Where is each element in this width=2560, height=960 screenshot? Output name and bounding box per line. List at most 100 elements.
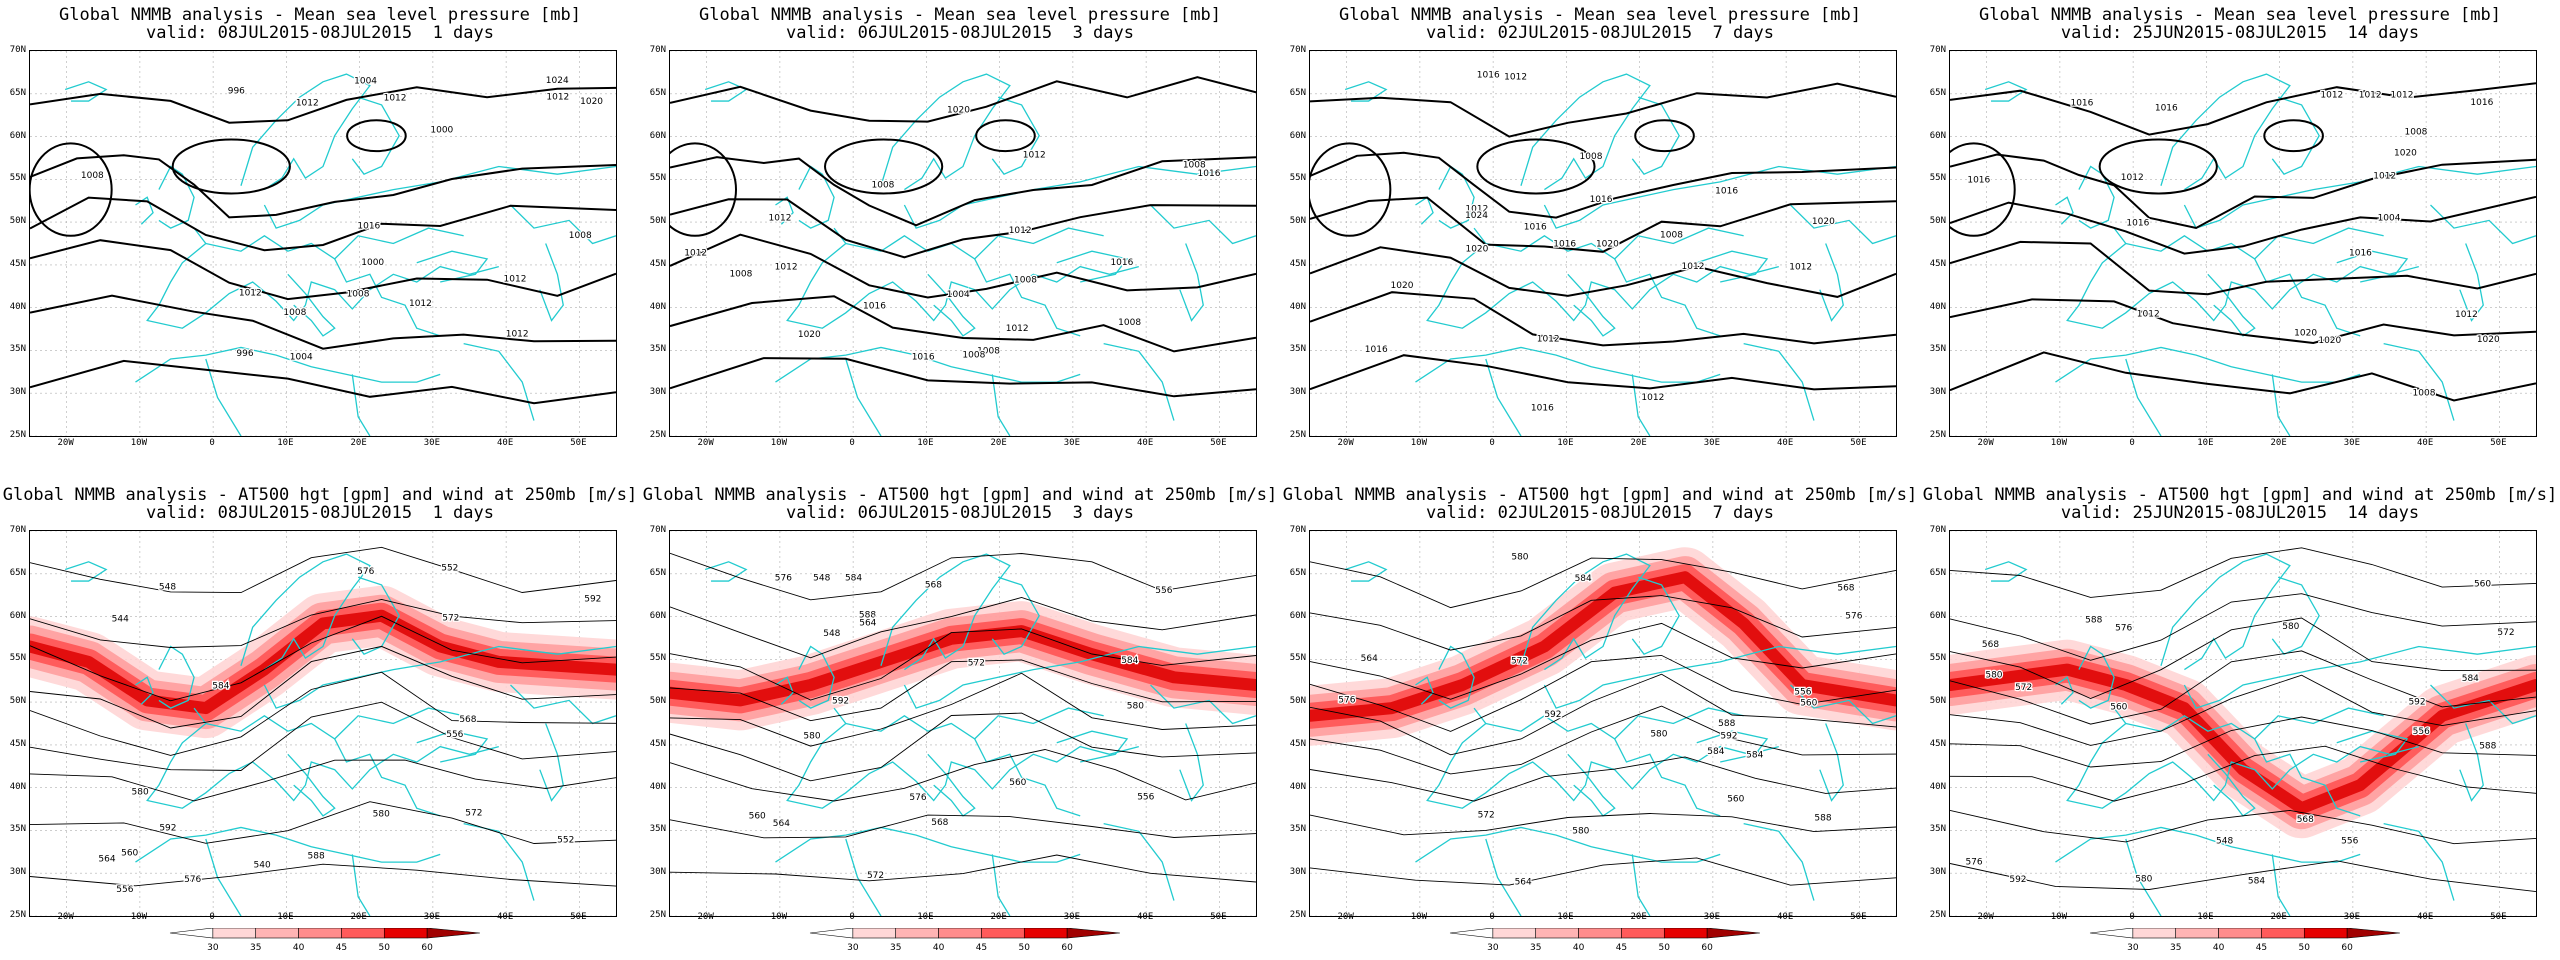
contour-label: 580 [803, 731, 820, 741]
colorbar-swatch [2089, 927, 2134, 939]
contour-label: 1024 [546, 76, 569, 86]
colorbar-tick-label: 50 [2299, 943, 2311, 953]
contour-label: 592 [159, 823, 176, 833]
coastline [880, 553, 1011, 671]
contour-label: 1012 [409, 299, 432, 309]
contour-label: 1020 [947, 105, 970, 115]
coastline [2383, 342, 2455, 421]
coastline [2125, 707, 2384, 740]
isoline [670, 552, 1256, 601]
isoline [30, 598, 616, 648]
lon-tick-label: 20E [2270, 912, 2287, 922]
contour-label: 576 [1338, 695, 1355, 705]
coastline [1819, 243, 1844, 322]
lon-tick-label: 10E [277, 438, 294, 448]
lat-tick-label: 70N [1929, 45, 1946, 55]
isoline [1950, 82, 2536, 136]
contour-label: 560 [121, 849, 138, 859]
lon-tick-label: 20W [1337, 438, 1354, 448]
contour-label: 572 [2015, 683, 2032, 693]
coastline [64, 561, 108, 582]
jet-streak [1950, 663, 2536, 815]
contour-label: 1024 [1465, 211, 1488, 221]
contour-label: 584 [1121, 656, 1138, 666]
lat-tick-label: 70N [1289, 45, 1306, 55]
lon-tick-label: 10W [130, 912, 147, 922]
contour-label: 592 [2009, 875, 2026, 885]
contour-label: 564 [859, 619, 876, 629]
panel-valid-range: valid: 25JUN2015-08JUL2015 14 days [2060, 23, 2420, 43]
coastline [2254, 738, 2361, 817]
colorbar-tick-label: 35 [890, 943, 901, 953]
coastline [1056, 730, 1129, 763]
coastline [2125, 838, 2162, 916]
contour-label: 1016 [1524, 222, 1547, 232]
contour-label: 552 [557, 835, 574, 845]
colorbar-tick-label: 60 [1701, 943, 1713, 953]
contour-label: 568 [931, 818, 948, 828]
contour-label: 1008 [872, 181, 895, 191]
contour-label: 1020 [2318, 336, 2341, 346]
lon-tick-label: 40E [1136, 912, 1154, 922]
lat-tick-label: 35N [1929, 824, 1946, 835]
map-svg: 544 540 548 552 556 560 564 568 572 576 580 584 588 5… [30, 531, 616, 916]
lat-tick-label: 45N [1929, 258, 1946, 269]
contour-label: 584 [2248, 876, 2265, 886]
contour-label: 584 [1707, 747, 1724, 757]
isoline [30, 671, 616, 756]
lat-tick-label: 65N [1929, 567, 1946, 578]
coastline [64, 81, 108, 102]
coastline [1790, 204, 1896, 245]
lat-tick-label: 25N [9, 910, 26, 920]
coastline [845, 358, 882, 436]
contour-label: 1012 [2320, 91, 2343, 101]
lon-tick-label: 40E [1776, 438, 1794, 448]
coastline [880, 73, 1011, 191]
contour-label: 556 [2341, 837, 2358, 847]
isoline [1950, 593, 2536, 661]
contour-label: 560 [749, 811, 766, 821]
lat-tick-label: 40N [1289, 301, 1306, 312]
coastline [146, 227, 499, 329]
colorbar-swatch [895, 927, 939, 939]
lon-tick-label: 0 [1489, 438, 1495, 448]
contour-label: 1012 [2359, 91, 2382, 101]
coastline [2055, 676, 2074, 705]
contour-label: 540 [254, 861, 271, 871]
pressure-center [30, 142, 113, 237]
contour-label: 1012 [1641, 393, 1664, 403]
isoline [1310, 196, 1896, 253]
lat-tick-label: 30N [1929, 867, 1946, 878]
lon-tick-label: 20W [1337, 912, 1354, 922]
isoline [30, 154, 616, 219]
isoline [670, 749, 1256, 802]
isoline [1950, 745, 2536, 802]
lat-tick-label: 25N [1929, 430, 1946, 440]
lat-tick-label: 45N [1289, 258, 1306, 269]
coastline [2207, 273, 2256, 337]
contour-label: 592 [584, 595, 601, 605]
panel-valid-range: valid: 06JUL2015-08JUL2015 3 days [786, 503, 1134, 523]
mslp-panel-3: Global NMMB analysis - Mean sea level pr… [1920, 0, 2560, 480]
isoline [1310, 557, 1896, 609]
isoline [670, 854, 1256, 883]
lon-tick-label: 50E [2490, 438, 2507, 448]
lat-tick-label: 70N [1929, 525, 1946, 535]
contour-label: 1016 [1967, 176, 1990, 186]
coastline [991, 854, 1011, 916]
isoline [670, 712, 1256, 782]
coastline [240, 553, 371, 671]
lon-tick-label: 50E [1210, 438, 1227, 448]
colorbar-swatch [2346, 927, 2401, 939]
lat-tick-label: 45N [1929, 738, 1946, 749]
contour-label: 1012 [1789, 263, 1812, 273]
lat-tick-label: 60N [9, 130, 26, 141]
lat-tick-label: 50N [649, 696, 666, 707]
contour-label: 1020 [1596, 239, 1619, 249]
contour-label: 588 [2085, 615, 2102, 625]
isoline [670, 672, 1256, 747]
contour-label: 1008 [977, 346, 1000, 356]
lon-tick-label: 50E [1850, 438, 1867, 448]
coastline [2160, 73, 2291, 191]
coastline [927, 273, 976, 337]
